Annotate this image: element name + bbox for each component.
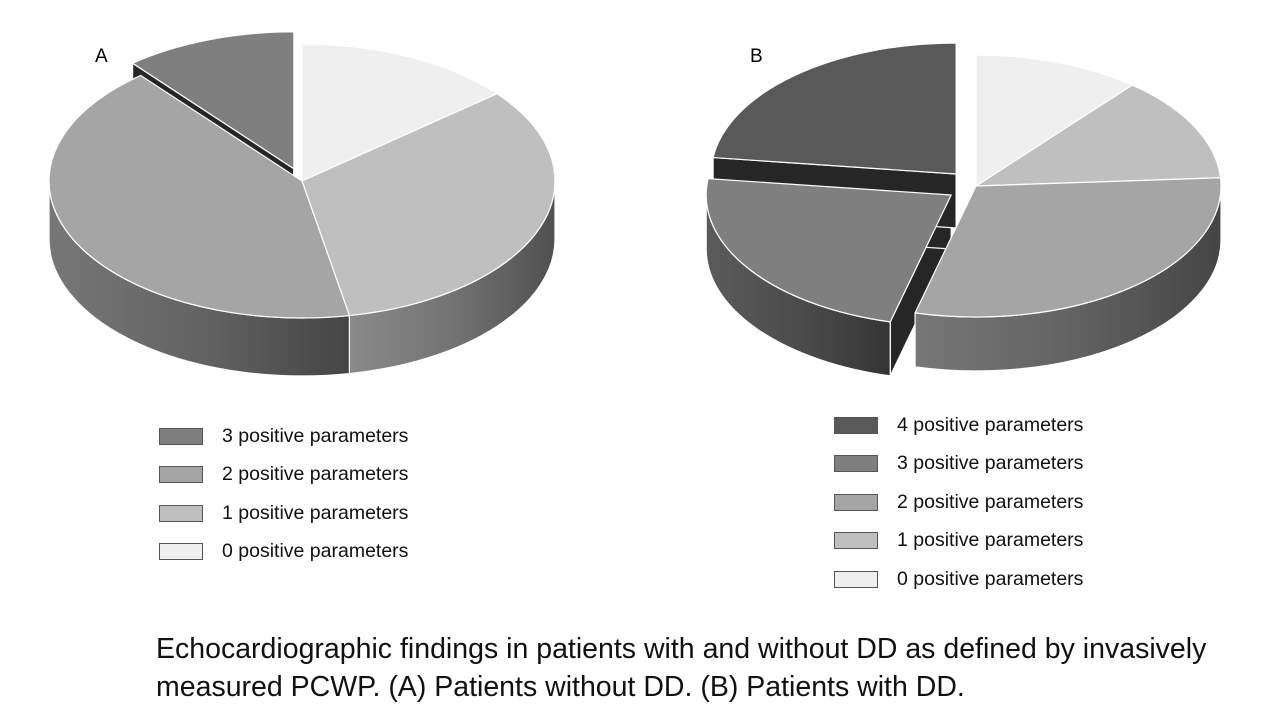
legend-item: 4 positive parameters xyxy=(834,406,1083,445)
legend-label: 0 positive parameters xyxy=(222,540,409,563)
legend-label: 3 positive parameters xyxy=(222,424,409,447)
legend-item: 1 positive parameters xyxy=(159,494,408,533)
legend-b: 4 positive parameters 3 positive paramet… xyxy=(834,406,1083,599)
pie-slice xyxy=(132,31,295,170)
legend-item: 3 positive parameters xyxy=(834,445,1083,484)
legend-label: 1 positive parameters xyxy=(222,501,409,524)
pie-slice xyxy=(301,93,556,317)
pie-slice xyxy=(48,74,351,319)
panel-label-a: A xyxy=(95,46,108,67)
pie-chart-a xyxy=(48,31,556,377)
pie-chart-b xyxy=(705,42,1222,377)
legend-label: 1 positive parameters xyxy=(897,529,1084,552)
legend-a: 3 positive parameters 2 positive paramet… xyxy=(159,417,408,571)
pie-slice xyxy=(914,177,1222,318)
pie-slice xyxy=(705,177,952,323)
legend-item: 0 positive parameters xyxy=(834,560,1083,599)
legend-label: 3 positive parameters xyxy=(897,452,1084,475)
legend-item: 2 positive parameters xyxy=(834,483,1083,522)
figure-caption: Echocardiographic findings in patients w… xyxy=(156,633,1207,703)
legend-label: 2 positive parameters xyxy=(897,490,1084,513)
legend-item: 0 positive parameters xyxy=(159,533,408,572)
legend-item: 2 positive parameters xyxy=(159,456,408,495)
legend-swatch xyxy=(834,455,878,473)
legend-swatch xyxy=(159,466,203,484)
legend-item: 1 positive parameters xyxy=(834,522,1083,561)
legend-label: 0 positive parameters xyxy=(897,567,1084,590)
pie-slice xyxy=(301,43,498,182)
legend-label: 4 positive parameters xyxy=(897,413,1084,436)
legend-swatch xyxy=(834,416,878,434)
legend-swatch xyxy=(159,543,203,561)
panel-label-b: B xyxy=(750,46,763,67)
legend-swatch xyxy=(834,532,878,550)
legend-swatch xyxy=(159,427,203,445)
pie-slice xyxy=(712,42,957,175)
pie-slice xyxy=(975,84,1222,187)
legend-swatch xyxy=(834,570,878,588)
legend-label: 2 positive parameters xyxy=(222,463,409,486)
pie-slice xyxy=(975,54,1133,187)
legend-item: 3 positive parameters xyxy=(159,417,408,456)
legend-swatch xyxy=(834,493,878,511)
legend-swatch xyxy=(159,504,203,522)
